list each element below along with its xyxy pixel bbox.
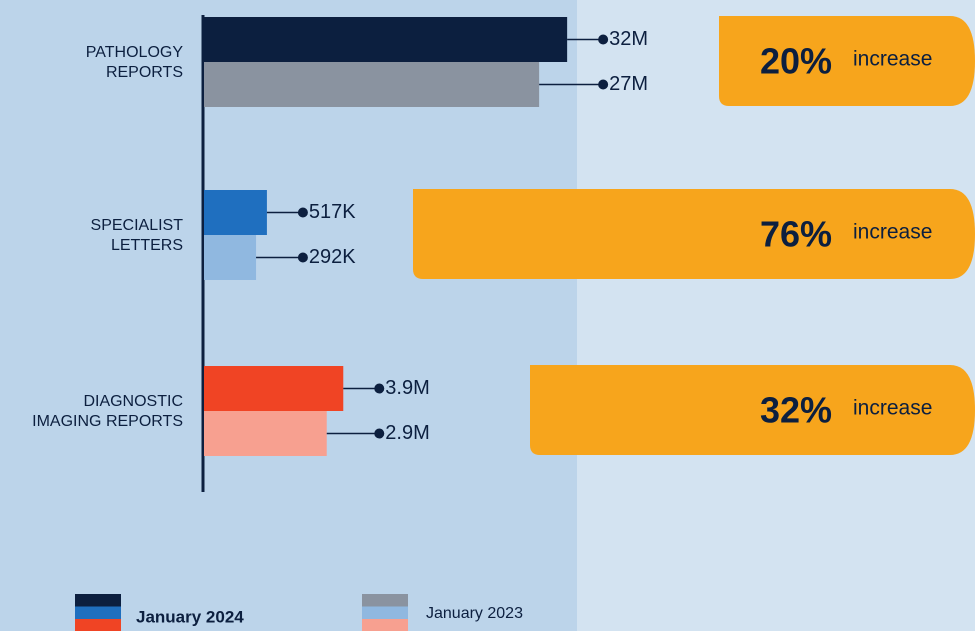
legend-swatch (362, 619, 408, 631)
category-line: LETTERS (111, 237, 183, 254)
bar (204, 411, 327, 456)
legend-label: January 2024 (136, 607, 244, 626)
increase-value: 76% (760, 214, 832, 255)
legend-swatch (362, 606, 408, 619)
bar (204, 17, 568, 62)
value-label: 2.9M (385, 422, 429, 444)
bar (204, 366, 344, 411)
leader-dot (297, 207, 308, 218)
increase-badge (530, 365, 975, 455)
legend-swatch (362, 594, 408, 607)
category-label: PATHOLOGY REPORTS (86, 44, 184, 81)
leader-dot (297, 252, 308, 263)
value-label: 32M (609, 28, 648, 50)
category-label: DIAGNOSTIC IMAGING REPORTS (32, 393, 183, 430)
leader-dot (374, 383, 385, 394)
bar (204, 235, 257, 280)
legend-swatch (75, 606, 121, 619)
increase-value: 20% (760, 41, 832, 82)
legend-label: January 2023 (426, 605, 523, 622)
increase-badge (719, 16, 975, 106)
category-line: PATHOLOGY (86, 44, 184, 61)
increase-value: 32% (760, 390, 832, 431)
value-label: 27M (609, 73, 648, 95)
leader-dot (598, 79, 609, 90)
category-line: DIAGNOSTIC (83, 393, 183, 410)
increase-badge (413, 189, 975, 279)
leader-dot (374, 428, 385, 439)
leader-dot (598, 34, 609, 45)
value-label: 517K (309, 201, 356, 223)
increase-text: increase (853, 48, 932, 71)
category-line: IMAGING REPORTS (32, 413, 183, 430)
category-label: SPECIALIST LETTERS (91, 217, 184, 254)
value-label: 3.9M (385, 377, 429, 399)
increase-text: increase (853, 397, 932, 420)
category-line: REPORTS (106, 64, 183, 81)
legend-swatch (75, 619, 121, 631)
increase-text: increase (853, 221, 932, 244)
value-label: 292K (309, 246, 356, 268)
category-line: SPECIALIST (91, 217, 184, 234)
bar (204, 190, 267, 235)
bar (204, 62, 540, 107)
legend-swatch (75, 594, 121, 607)
